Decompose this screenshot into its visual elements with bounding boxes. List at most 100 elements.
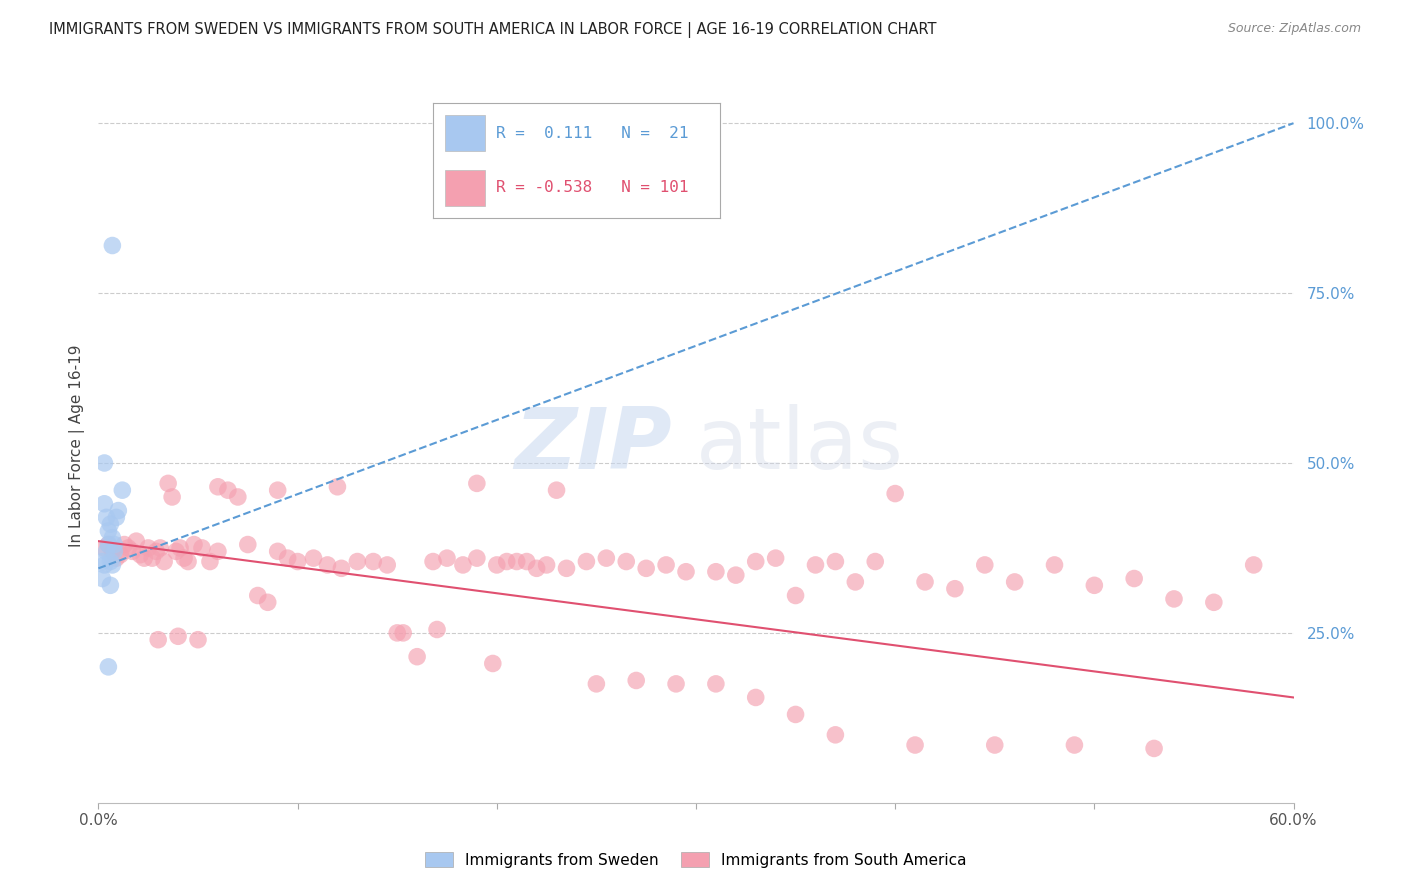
Text: Source: ZipAtlas.com: Source: ZipAtlas.com [1227,22,1361,36]
Text: atlas: atlas [696,404,904,488]
Point [217,483,239,498]
Point [526,561,548,575]
Point [105,510,128,524]
Point [595,551,617,566]
Point [110,548,132,562]
Point [422,555,444,569]
Point [824,555,846,569]
Point [236,537,259,551]
Point [375,558,398,572]
Point [1243,558,1265,572]
Legend: Immigrants from Sweden, Immigrants from South America: Immigrants from Sweden, Immigrants from … [419,846,973,873]
Point [302,551,325,566]
Point [485,558,508,572]
Point [112,537,135,551]
Point [973,558,995,572]
Point [246,589,269,603]
Point [121,544,143,558]
Point [183,537,205,551]
Point [91,555,114,569]
Point [117,541,139,555]
Point [865,555,887,569]
Point [97,524,120,538]
Point [655,558,678,572]
Point [555,561,578,575]
Point [506,555,529,569]
Point [96,544,118,558]
Point [165,544,187,558]
Point [330,561,353,575]
Point [103,544,125,558]
Point [226,490,249,504]
Point [1083,578,1105,592]
Point [385,626,409,640]
Point [636,561,658,575]
Point [326,480,349,494]
Point [765,551,787,566]
Point [93,497,115,511]
Point [465,551,488,566]
Point [169,541,191,555]
Point [93,456,115,470]
Point [884,486,907,500]
Point [824,728,846,742]
Point [105,551,128,566]
Point [804,558,827,572]
Point [160,490,183,504]
Point [1163,591,1185,606]
Point [267,483,290,498]
Point [93,558,115,572]
Point [546,483,568,498]
Point [745,555,768,569]
Point [173,551,195,566]
Point [1063,738,1085,752]
Point [98,555,122,569]
Point [91,572,114,586]
Point [111,483,134,498]
Point [96,510,118,524]
Point [392,626,415,640]
Point [177,555,200,569]
Point [141,551,163,566]
Point [704,677,727,691]
Point [482,657,505,671]
Point [167,629,190,643]
Point [426,623,449,637]
Point [536,558,558,572]
Point [187,632,209,647]
Point [785,589,807,603]
Point [1004,574,1026,589]
Point [97,537,120,551]
Point [984,738,1007,752]
Point [101,238,124,252]
Point [93,541,115,555]
Point [406,649,429,664]
Point [101,531,124,545]
Y-axis label: In Labor Force | Age 16-19: In Labor Force | Age 16-19 [69,344,84,548]
Point [316,558,339,572]
Point [287,555,309,569]
Point [614,555,637,569]
Point [626,673,648,688]
Point [495,555,517,569]
Point [97,537,120,551]
Point [724,568,747,582]
Point [153,555,176,569]
Point [1202,595,1225,609]
Point [465,476,488,491]
Point [148,632,170,647]
Point [145,544,167,558]
Point [914,574,936,589]
Point [98,578,122,592]
Point [1123,572,1146,586]
Point [198,555,221,569]
Point [436,551,458,566]
Point [157,476,180,491]
Point [516,555,538,569]
Point [191,541,214,555]
Point [585,677,607,691]
Point [101,544,124,558]
Point [207,480,229,494]
Point [97,660,120,674]
Point [1043,558,1066,572]
